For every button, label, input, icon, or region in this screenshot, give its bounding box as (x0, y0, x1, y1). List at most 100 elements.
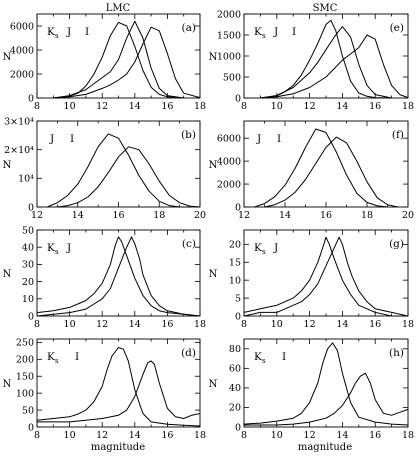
y-tick-label: 50 (22, 405, 34, 416)
series-line-e-2 (260, 26, 392, 99)
y-tick-label: 2000 (10, 69, 34, 80)
series-line-g-2 (243, 236, 409, 317)
x-tick-label: 16 (161, 101, 173, 112)
x-tick-label: 12 (238, 210, 250, 221)
panel-d: 8 10 12 14 16 18 0 50 100 150 200 250 N (d) K s I (3, 338, 206, 441)
x-tick-label: 18 (402, 101, 414, 112)
x-tick-label: 14 (336, 430, 348, 441)
series-line-h-1 (243, 342, 409, 426)
panel-tag-b: (b) (181, 129, 196, 141)
band-label-k: K (47, 242, 55, 254)
x-axis-title-left: magnitude (91, 442, 145, 453)
band-label-i: I (292, 26, 296, 38)
y-tick-label: 10 (22, 294, 34, 305)
x-tick-label: 8 (241, 430, 247, 441)
x-tick-label: 10 (271, 319, 283, 330)
plot-frame-e (243, 13, 409, 99)
y-tick-label: 0 (28, 93, 34, 104)
y-tick-label: 100 (16, 388, 34, 399)
y-tick-label: 4000 (10, 45, 34, 56)
series-line-h-2 (244, 372, 409, 426)
y-tick-label: 2000 (217, 9, 241, 20)
band-label-k: K (47, 351, 55, 363)
y-tick-label: 0 (28, 202, 34, 213)
series-line-b-1 (47, 133, 190, 208)
band-label-sub-s: s (55, 248, 59, 256)
x-tick-label: 8 (241, 319, 247, 330)
x-tick-label: 12 (96, 101, 108, 112)
series-line-d-1 (36, 347, 201, 427)
y-axis-title: N (3, 379, 12, 390)
y-tick-label: 0 (28, 422, 34, 433)
y-tick-label: 2×10⁴ (4, 145, 34, 156)
x-tick-label: 18 (361, 210, 373, 221)
series-line-b-2 (57, 146, 201, 208)
y-tick-label: 0 (28, 311, 34, 322)
y-tick-label: 40 (22, 243, 34, 254)
x-tick-label: 16 (320, 210, 332, 221)
panel-tag-a: (a) (182, 22, 196, 34)
band-label-sub-s: s (262, 357, 266, 365)
plot-frame-d (36, 338, 201, 428)
y-axis-title: N (3, 160, 12, 171)
x-tick-label: 14 (336, 101, 348, 112)
y-tick-label: 5 (235, 293, 241, 304)
x-tick-label: 16 (112, 210, 124, 221)
x-tick-label: 16 (161, 319, 173, 330)
y-axis-title: N (209, 269, 218, 280)
plot-frame-f (243, 120, 409, 208)
band-label-sub-s: s (55, 357, 59, 365)
column-title-smc: SMC (313, 3, 338, 14)
x-tick-label: 14 (129, 319, 141, 330)
panel-tag-f: (f) (392, 129, 404, 141)
x-tick-label: 20 (402, 210, 414, 221)
band-label-k: K (254, 242, 262, 254)
band-label-j: J (273, 26, 278, 38)
x-tick-label: 18 (194, 101, 206, 112)
band-label-i: I (277, 133, 281, 145)
y-axis-title: N (209, 379, 218, 390)
x-tick-label: 14 (72, 210, 84, 221)
series-line-g-1 (243, 236, 408, 317)
band-label-k: K (254, 26, 262, 38)
y-tick-label: 200 (16, 355, 34, 366)
panel-c: 8 10 12 14 16 18 0 10 20 30 40 50 N (c) K s J (3, 225, 206, 330)
panel-tag-g: (g) (389, 238, 404, 250)
band-label-sub-s: s (262, 248, 266, 256)
y-axis-title: N (209, 52, 218, 63)
series-line-c-2 (36, 236, 201, 317)
panel-tag-d: (d) (181, 347, 196, 359)
band-label-j: J (273, 242, 278, 254)
y-tick-label: 2000 (217, 179, 241, 190)
series-line-d-2 (37, 360, 201, 423)
y-tick-label: 250 (16, 338, 34, 349)
plot-frame-c (36, 229, 201, 317)
y-tick-label: 1500 (217, 30, 241, 41)
y-tick-label: 20 (229, 240, 241, 251)
x-tick-label: 10 (271, 101, 283, 112)
band-label-j: J (256, 133, 261, 145)
y-tick-label: 15 (229, 258, 241, 269)
x-tick-label: 14 (336, 319, 348, 330)
x-tick-label: 10 (64, 319, 76, 330)
column-title-lmc: LMC (106, 3, 131, 14)
y-axis-title: N (3, 52, 12, 63)
y-tick-label: 4000 (217, 156, 241, 167)
y-tick-label: 10⁴ (18, 174, 34, 185)
x-tick-label: 16 (369, 430, 381, 441)
x-tick-label: 12 (304, 319, 316, 330)
x-tick-label: 12 (96, 430, 108, 441)
panel-b: 12 14 16 18 20 0 10⁴ 2×10⁴ 3×10⁴ N (b) J I (3, 116, 206, 221)
series-line-c-1 (36, 236, 201, 317)
y-tick-label: 0 (235, 422, 241, 433)
x-tick-label: 10 (271, 430, 283, 441)
x-tick-label: 14 (129, 430, 141, 441)
y-tick-label: 6000 (217, 134, 241, 145)
series-line-a-3 (53, 26, 201, 99)
series-line-e-1 (260, 19, 392, 99)
x-tick-label: 12 (31, 210, 43, 221)
x-tick-label: 10 (64, 101, 76, 112)
y-tick-label: 30 (22, 260, 34, 271)
y-axis-title: N (3, 269, 12, 280)
